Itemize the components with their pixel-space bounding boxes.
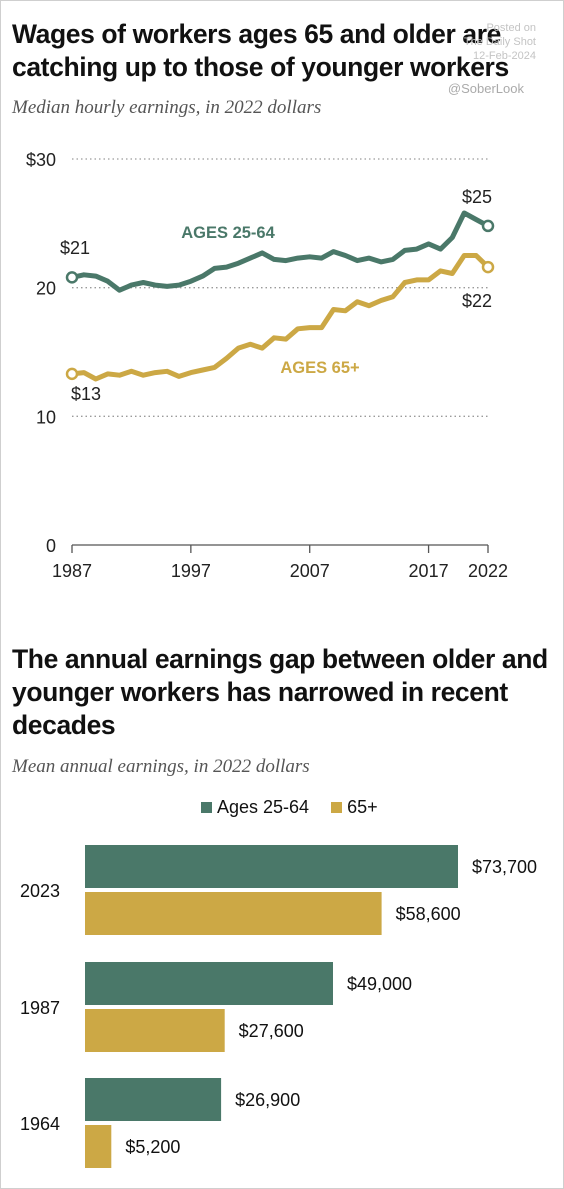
legend-label-65-plus: 65+ <box>347 797 378 817</box>
series-line-0 <box>69 210 491 293</box>
bar-chart-legend: Ages 25-64 65+ <box>201 797 400 818</box>
watermark-source: The Daily Shot <box>463 36 536 48</box>
bar-chart-title: The annual earnings gap between older an… <box>12 644 548 740</box>
series-start-value-label: $21 <box>60 238 90 258</box>
y-tick-label: $30 <box>26 150 56 170</box>
line-chart-title: Wages of workers ages 65 and older are c… <box>12 19 509 82</box>
series-line-1 <box>69 253 491 382</box>
bar-chart-subtitle: Mean annual earnings, in 2022 dollars <box>12 756 310 777</box>
series-end-value-label: $25 <box>462 187 492 207</box>
series-start-point <box>65 271 79 284</box>
legend-item-ages-25-64: Ages 25-64 <box>201 797 309 818</box>
watermark-date: 12-Feb-2024 <box>473 50 536 62</box>
watermark-posted: Posted on <box>486 22 536 34</box>
x-tick-label: 1997 <box>171 561 211 581</box>
x-tick-label: 2017 <box>409 561 449 581</box>
series-start-value-label: $13 <box>71 384 101 404</box>
legend-swatch-green <box>201 802 212 813</box>
series-name-label: AGES 65+ <box>280 359 359 377</box>
x-tick-label: 1987 <box>52 561 92 581</box>
x-tick-label: 2007 <box>290 561 330 581</box>
y-tick-label: 0 <box>46 536 56 556</box>
y-tick-label: 20 <box>36 279 56 299</box>
series-start-point <box>65 367 79 381</box>
series-name-label: AGES 25-64 <box>181 224 275 242</box>
line-chart: $30 20 10 0 1987 1997 2007 2017 2022 AGES 25-64 $2… <box>26 150 508 581</box>
watermark-handle: @SoberLook <box>447 81 524 96</box>
series-end-value-label: $22 <box>462 291 492 311</box>
series-end-point <box>481 219 495 233</box>
x-tick-label: 2022 <box>468 561 508 581</box>
series-end-point <box>481 260 495 274</box>
line-chart-subtitle: Median hourly earnings, in 2022 dollars <box>12 97 322 118</box>
legend-label-ages-25-64: Ages 25-64 <box>217 797 310 817</box>
y-tick-label: 10 <box>36 407 56 427</box>
legend-item-65-plus: 65+ <box>331 797 378 818</box>
legend-swatch-gold <box>331 802 343 813</box>
